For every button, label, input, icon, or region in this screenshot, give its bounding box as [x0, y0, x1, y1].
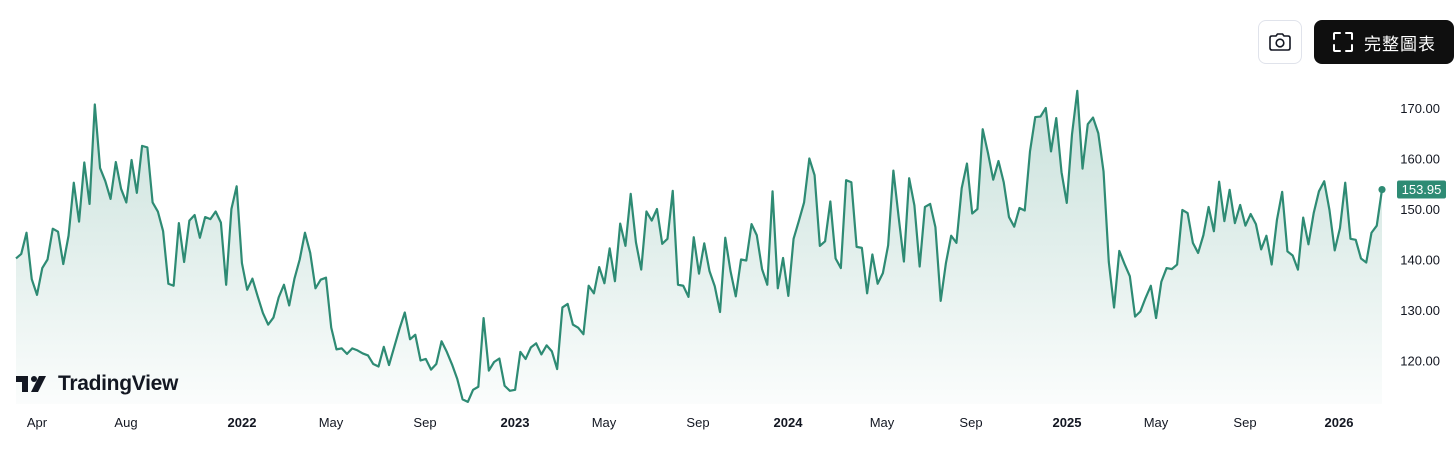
y-tick-label: 140.00 [1400, 253, 1440, 268]
x-tick-label: 2023 [501, 415, 530, 430]
tradingview-logo-icon [16, 376, 46, 392]
snapshot-button[interactable] [1258, 20, 1302, 64]
area-fill [16, 90, 1382, 404]
x-tick-label: Apr [27, 415, 48, 430]
y-tick-label: 120.00 [1400, 354, 1440, 369]
x-tick-label: 2026 [1325, 415, 1354, 430]
x-tick-label: May [870, 415, 895, 430]
x-tick-label: Aug [114, 415, 137, 430]
x-tick-label: Sep [413, 415, 436, 430]
y-axis: 120.00 130.00 140.00 150.00 160.00 170.00 [1400, 101, 1440, 369]
y-tick-label: 170.00 [1400, 101, 1440, 116]
fullscreen-corners-icon [1333, 32, 1353, 52]
price-line [15, 89, 1384, 403]
x-tick-label: Sep [686, 415, 709, 430]
last-value-marker: 153.95 [1378, 180, 1446, 199]
x-tick-label: Sep [1233, 415, 1256, 430]
last-value-dot [1378, 185, 1386, 194]
x-tick-label: 2024 [774, 415, 804, 430]
x-tick-label: Sep [959, 415, 982, 430]
last-value-label: 153.95 [1402, 182, 1442, 197]
camera-icon [1269, 33, 1291, 51]
price-line-layer [15, 89, 1384, 403]
y-tick-label: 160.00 [1400, 152, 1440, 167]
x-tick-label: 2025 [1053, 415, 1082, 430]
area-fill-layer [16, 90, 1382, 404]
y-tick-label: 150.00 [1400, 202, 1440, 217]
tradingview-logo[interactable]: TradingView [16, 372, 178, 396]
x-tick-label: May [1144, 415, 1169, 430]
x-tick-label: May [319, 415, 344, 430]
x-tick-label: May [592, 415, 617, 430]
x-tick-label: 2022 [228, 415, 257, 430]
x-axis: Apr Aug 2022 May Sep 2023 May Sep 2024 May Sep 2025… [27, 415, 1354, 430]
brand-name: TradingView [58, 372, 179, 395]
last-value-badge [1397, 180, 1446, 199]
y-tick-label: 130.00 [1400, 303, 1440, 318]
full-chart-button[interactable]: 完整圖表 [1314, 20, 1454, 64]
full-chart-label: 完整圖表 [1364, 34, 1436, 55]
